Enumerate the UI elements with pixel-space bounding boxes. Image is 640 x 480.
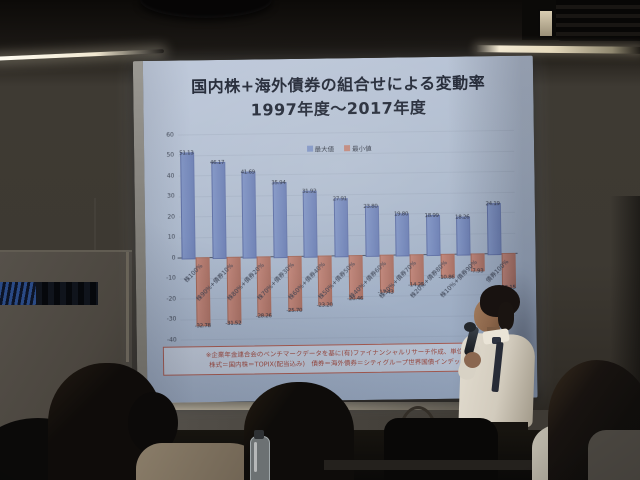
plot-area: 60 50 40 30 20 10 0 -10 -20 -30 -40 51.13 -32.78 株100… bbox=[166, 129, 518, 343]
recessed-light bbox=[538, 9, 554, 38]
bar-value-max: 18.26 bbox=[455, 214, 470, 221]
gridline bbox=[178, 170, 515, 177]
bar-max bbox=[364, 205, 380, 257]
bar-value-min: -31.52 bbox=[225, 320, 242, 327]
slide-title: 国内株+海外債券の組合せによる変動率 1997年度～2017年度 bbox=[143, 71, 534, 124]
water-bottle-highlight bbox=[254, 442, 257, 472]
bar-max bbox=[272, 182, 288, 259]
bar-value-max: 23.80 bbox=[363, 203, 378, 211]
y-tick-label: 10 bbox=[167, 233, 176, 241]
bar-value-min: -25.70 bbox=[286, 307, 303, 314]
presenter-hair-side bbox=[498, 302, 514, 330]
gridline bbox=[177, 129, 514, 136]
bar-value-max: 46.17 bbox=[209, 160, 225, 167]
water-bottle-cap bbox=[254, 430, 264, 439]
table-edge bbox=[324, 460, 580, 470]
bar-value-max: 35.94 bbox=[271, 180, 286, 187]
y-tick-label: -20 bbox=[166, 295, 177, 303]
bar-max bbox=[333, 197, 349, 258]
y-tick-label: 30 bbox=[167, 192, 175, 200]
bar-value-max: 19.80 bbox=[393, 211, 409, 218]
bar-value-max: 24.19 bbox=[485, 201, 500, 208]
bar-value-min: -23.20 bbox=[316, 301, 333, 309]
audience-jacket-right bbox=[588, 430, 640, 480]
bar-max bbox=[486, 203, 502, 256]
bar-value-max: 51.13 bbox=[179, 150, 194, 157]
y-tick-label: 40 bbox=[166, 172, 175, 180]
wall-rack-grid bbox=[36, 282, 98, 305]
air-vent bbox=[556, 0, 640, 41]
bar-value-max: 18.99 bbox=[424, 212, 439, 220]
y-tick-label: 20 bbox=[167, 213, 176, 221]
bar-max bbox=[395, 213, 410, 257]
y-tick-label: -30 bbox=[166, 315, 177, 323]
wall-rack-blue-stripes bbox=[0, 282, 36, 305]
y-tick-label: -10 bbox=[166, 274, 176, 282]
water-bottle bbox=[250, 436, 270, 480]
bar-value-min: -32.78 bbox=[194, 323, 211, 330]
bar-max bbox=[456, 216, 471, 256]
y-tick-label: 50 bbox=[166, 151, 175, 159]
ceiling-speaker bbox=[140, 0, 272, 18]
bar-max bbox=[180, 152, 196, 260]
door-edge bbox=[126, 252, 129, 362]
bar-max bbox=[241, 170, 257, 259]
y-tick-label: 60 bbox=[166, 131, 174, 139]
microphone-head bbox=[464, 322, 476, 332]
presenter-tie-knot bbox=[492, 337, 501, 344]
bar-value-min: -28.26 bbox=[255, 313, 272, 320]
wall-seam bbox=[94, 198, 96, 282]
y-tick-label: -40 bbox=[166, 336, 177, 344]
presenter-hand bbox=[464, 352, 481, 368]
bag-on-chair bbox=[384, 418, 498, 480]
bar-max bbox=[425, 214, 441, 257]
bar-max bbox=[303, 190, 319, 258]
gridline bbox=[178, 150, 515, 157]
bar-value-max: 41.69 bbox=[240, 169, 255, 176]
y-tick-label: 0 bbox=[171, 254, 176, 262]
bar-value-max: 27.91 bbox=[332, 195, 347, 203]
bar-max bbox=[211, 162, 227, 260]
bar-value-max: 31.92 bbox=[301, 188, 317, 195]
